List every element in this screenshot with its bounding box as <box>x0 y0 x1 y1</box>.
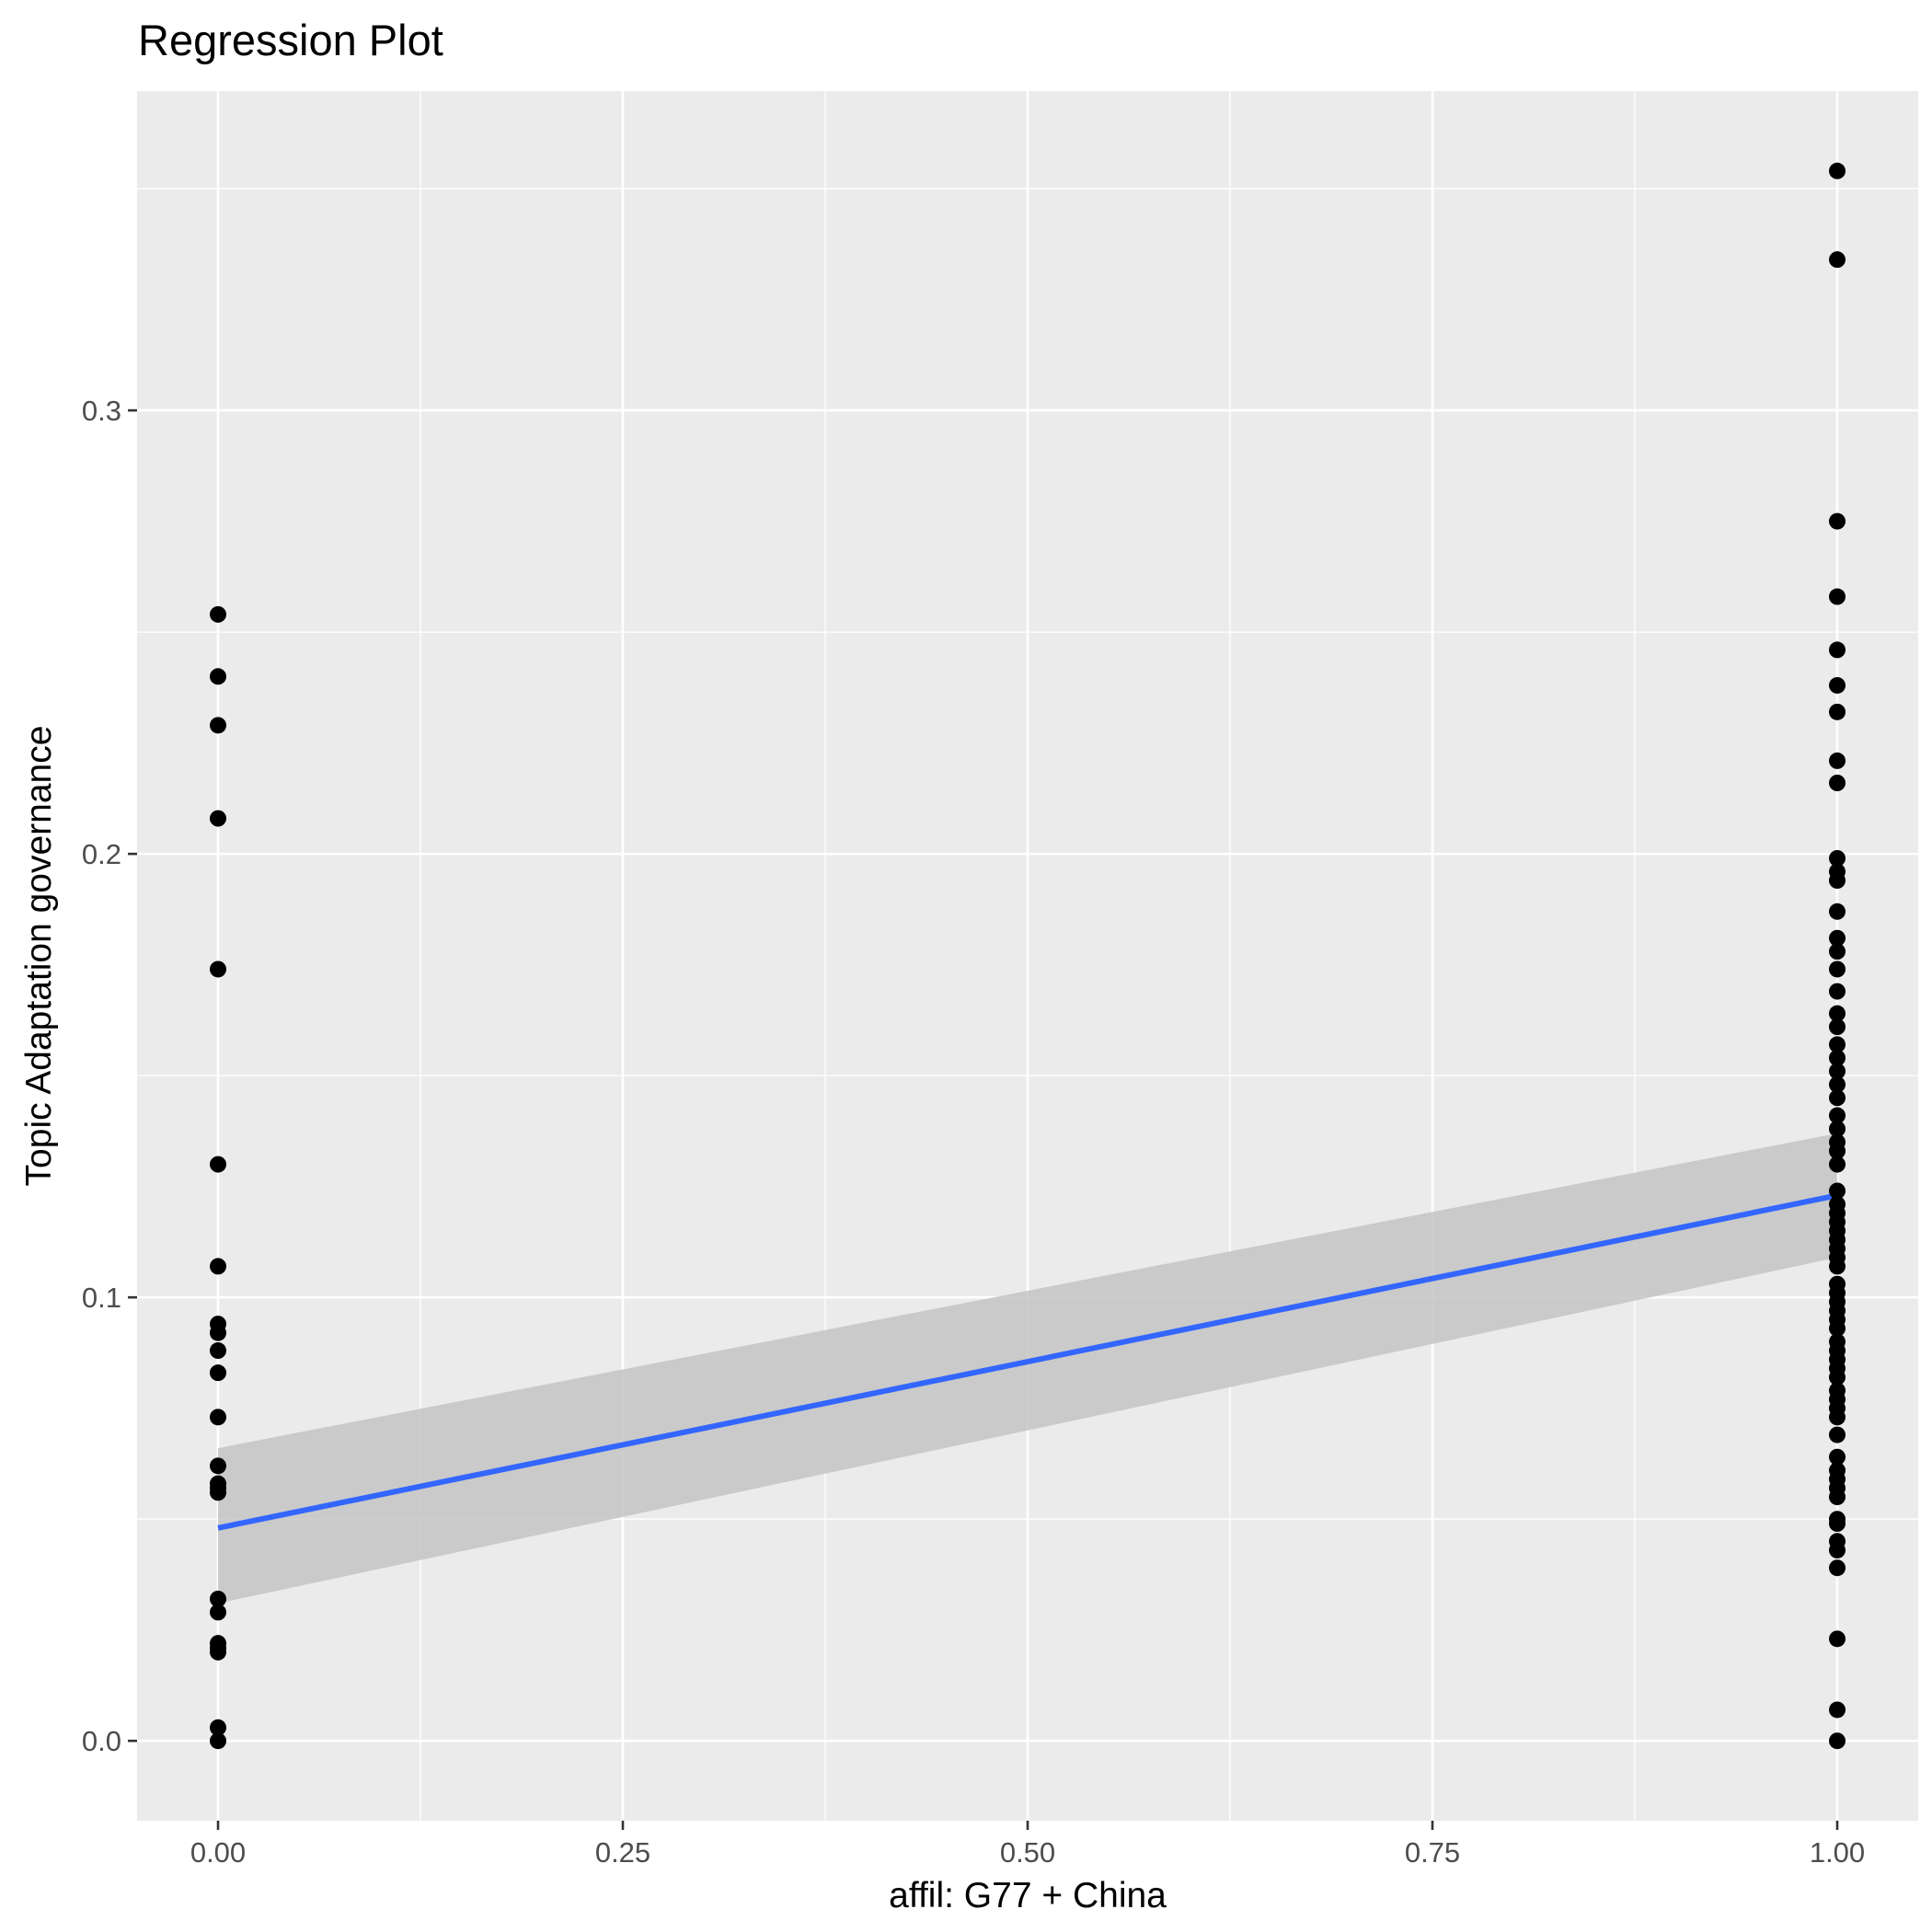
data-point <box>1829 1533 1846 1550</box>
x-tick-label: 0.50 <box>1000 1836 1055 1869</box>
data-point <box>1829 1333 1846 1351</box>
data-point <box>1829 1462 1846 1479</box>
data-point <box>1829 1018 1846 1036</box>
data-point <box>210 1258 226 1275</box>
data-point <box>1829 1089 1846 1107</box>
data-point <box>1829 983 1846 1000</box>
data-point <box>1829 162 1846 179</box>
data-point <box>1829 943 1846 960</box>
data-point <box>1829 1133 1846 1151</box>
data-point <box>1829 1382 1846 1399</box>
data-point <box>210 1635 226 1652</box>
data-point <box>1829 863 1846 880</box>
data-point <box>1829 1275 1846 1293</box>
confidence-band <box>218 1133 1837 1604</box>
regression-line-layer <box>217 1192 1838 1531</box>
data-point <box>1829 1630 1846 1648</box>
data-point <box>1829 1036 1846 1053</box>
data-point <box>1829 1049 1846 1066</box>
data-point <box>210 1457 226 1475</box>
y-tick-label: 0.2 <box>82 838 121 870</box>
y-tick-label: 0.3 <box>82 395 121 427</box>
regression-line <box>217 1192 1838 1531</box>
data-point <box>210 1364 226 1382</box>
data-point <box>1829 1156 1846 1173</box>
data-point <box>1829 1005 1846 1022</box>
data-point <box>1829 1448 1846 1466</box>
data-point <box>1829 703 1846 720</box>
data-point <box>1829 588 1846 605</box>
data-point <box>210 605 226 623</box>
data-point <box>1829 1182 1846 1200</box>
data-point <box>1829 1121 1846 1137</box>
data-point <box>1829 1063 1846 1080</box>
y-tick-label: 0.1 <box>82 1282 121 1314</box>
data-point <box>210 1156 226 1173</box>
data-point <box>1829 676 1846 694</box>
data-point <box>210 668 226 685</box>
y-axis-ticks: 0.0 0.1 0.2 0.3 <box>82 395 137 1757</box>
chart-title: Regression Plot <box>138 16 443 64</box>
data-point <box>1829 1559 1846 1577</box>
data-point <box>210 1590 226 1607</box>
y-tick-label: 0.0 <box>82 1725 121 1757</box>
x-tick-label: 0.75 <box>1405 1836 1460 1869</box>
data-point <box>210 1604 226 1621</box>
x-tick-label: 0.00 <box>190 1836 246 1869</box>
data-point <box>210 1719 226 1736</box>
data-point <box>1829 512 1846 530</box>
data-point <box>1829 929 1846 947</box>
confidence-band-layer <box>218 1133 1837 1604</box>
x-tick-label: 0.25 <box>595 1836 650 1869</box>
data-point <box>1829 775 1846 791</box>
data-point <box>210 1409 226 1426</box>
data-point <box>210 717 226 734</box>
y-axis-title: Topic Adaptation governance <box>19 726 59 1187</box>
data-point <box>210 1732 226 1750</box>
data-point <box>1829 1511 1846 1528</box>
data-point <box>1829 903 1846 920</box>
x-tick-label: 1.00 <box>1810 1836 1865 1869</box>
x-axis-ticks: 0.00 0.25 0.50 0.75 1.00 <box>190 1821 1865 1869</box>
data-point <box>210 810 226 827</box>
data-point <box>1829 1426 1846 1443</box>
data-point <box>210 1475 226 1492</box>
data-point <box>1829 752 1846 769</box>
data-point <box>1829 251 1846 269</box>
data-point <box>1829 1075 1846 1093</box>
data-point <box>1829 1195 1846 1213</box>
data-point <box>1829 641 1846 659</box>
data-point <box>210 1342 226 1360</box>
data-point <box>210 960 226 978</box>
data-point <box>210 1316 226 1333</box>
data-point <box>1829 1701 1846 1719</box>
data-point <box>1829 849 1846 867</box>
data-point <box>1829 1732 1846 1750</box>
x-axis-title: affil: G77 + China <box>889 1876 1167 1915</box>
data-points <box>210 162 1846 1750</box>
data-point <box>1829 960 1846 978</box>
data-point <box>1829 1107 1846 1124</box>
